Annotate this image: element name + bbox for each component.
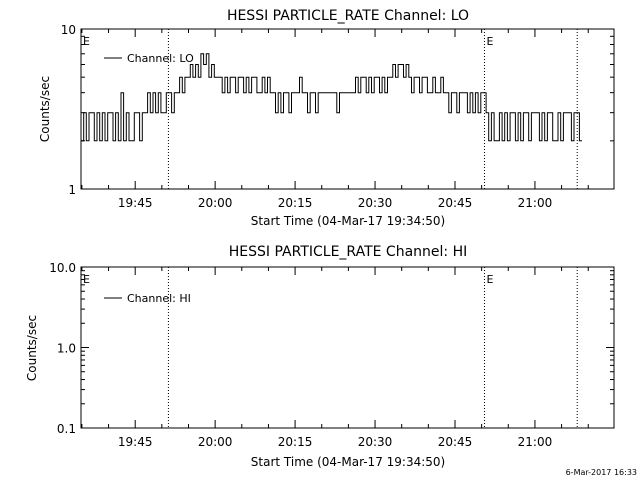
x-tick-label: 20:00 [198,435,233,449]
plot-frame [80,28,615,190]
y-tick-label: 10.0 [49,261,76,275]
x-axis-label: Start Time (04-Mar-17 19:34:50) [251,214,445,228]
y-tick-label: 0.1 [57,422,76,436]
y-axis-label: Counts/sec [25,315,39,381]
legend-label: Channel: LO [127,52,194,65]
y-tick-label: 1 [68,183,76,197]
chart-panel-lo: HESSI PARTICLE_RATE Channel: LO Counts/s… [38,8,615,228]
y-tick-label: 10 [61,23,76,37]
x-tick-label: 20:45 [438,196,473,210]
x-tick-label: 20:45 [438,435,473,449]
x-tick-label: 20:15 [278,435,313,449]
x-axis-label: Start Time (04-Mar-17 19:34:50) [251,455,445,469]
generation-timestamp: 6-Mar-2017 16:33 [566,468,637,477]
eclipse-marker: E [83,273,90,286]
x-tick-label: 21:00 [518,196,553,210]
chart-panel-hi: HESSI PARTICLE_RATE Channel: HI Counts/s… [25,244,615,469]
x-tick-label: 20:30 [358,196,393,210]
eclipse-marker: E [486,273,493,286]
y-tick-label: 1.0 [57,342,76,356]
eclipse-marker: E [83,35,90,48]
x-tick-label: 20:00 [198,196,233,210]
x-tick-label: 20:15 [278,196,313,210]
series-line-channel [81,53,582,142]
x-tick-label: 19:45 [118,435,153,449]
y-axis-label: Counts/sec [38,76,52,142]
legend-label: Channel: HI [127,292,191,305]
x-tick-label: 21:00 [518,435,553,449]
eclipse-marker: E [486,35,493,48]
chart-title: HESSI PARTICLE_RATE Channel: HI [229,244,467,260]
chart-title: HESSI PARTICLE_RATE Channel: LO [227,8,469,24]
x-tick-label: 19:45 [118,196,153,210]
x-tick-label: 20:30 [358,435,393,449]
